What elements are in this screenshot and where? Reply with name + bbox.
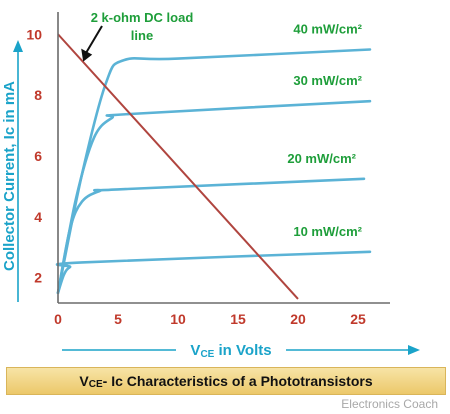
chart: 0 5 10 15 20 25 2 4 6 8 10 40 mW/cm² 30 mW/cm² 20 mW… (1, 10, 420, 360)
x-tick-label: 5 (114, 311, 122, 327)
x-tick-label: 25 (350, 311, 366, 327)
caption-main: V (79, 373, 89, 389)
x-axis-title-sub: CE (200, 349, 214, 360)
load-line-pointer-head (81, 48, 93, 62)
series-labels: 40 mW/cm² 30 mW/cm² 20 mW/cm² 10 mW/cm² (287, 21, 362, 238)
load-line-pointer (85, 25, 103, 54)
curve-series-1 (56, 99, 372, 295)
curve-series-2 (56, 177, 366, 295)
x-axis-title-arrowhead (408, 345, 420, 355)
x-tick-label: 0 (54, 311, 62, 327)
x-tick-label: 15 (230, 311, 246, 327)
caption-rest: - Ic Characteristics of a Phototransisto… (102, 373, 373, 389)
watermark: Electronics Coach (341, 397, 438, 411)
axes: 0 5 10 15 20 25 2 4 6 8 10 (26, 12, 390, 327)
series-label: 20 mW/cm² (287, 151, 356, 166)
y-tick-label: 4 (34, 209, 42, 225)
y-tick-label: 6 (34, 148, 42, 164)
series-label: 40 mW/cm² (293, 21, 362, 36)
y-axis-title: Collector Current, Ic in mA (1, 81, 18, 271)
x-tick-label: 20 (290, 311, 306, 327)
load-line-label-line1: 2 k-ohm DC load (91, 10, 194, 25)
x-axis-title-group: VCE in Volts (62, 342, 420, 360)
x-axis-title-main: V (190, 342, 200, 359)
load-line-label-line2: line (131, 28, 153, 43)
caption-sub: CE (88, 378, 103, 390)
series-label: 10 mW/cm² (293, 224, 362, 239)
load-line (57, 33, 299, 300)
curve-series-3 (55, 250, 372, 295)
x-axis-title: VCE in Volts (190, 342, 271, 360)
x-axis-title-rest: in Volts (214, 342, 271, 359)
caption-banner: V CE - Ic Characteristics of a Phototrans… (6, 367, 446, 395)
y-tick-label: 10 (26, 26, 42, 42)
series-label: 30 mW/cm² (293, 73, 362, 88)
y-axis-title-arrowhead (13, 40, 23, 52)
x-tick-label: 10 (170, 311, 186, 327)
y-tick-label: 2 (34, 270, 42, 286)
characteristic-curves (55, 48, 372, 295)
y-tick-label: 8 (34, 87, 42, 103)
y-axis-title-group: Collector Current, Ic in mA (1, 40, 23, 302)
